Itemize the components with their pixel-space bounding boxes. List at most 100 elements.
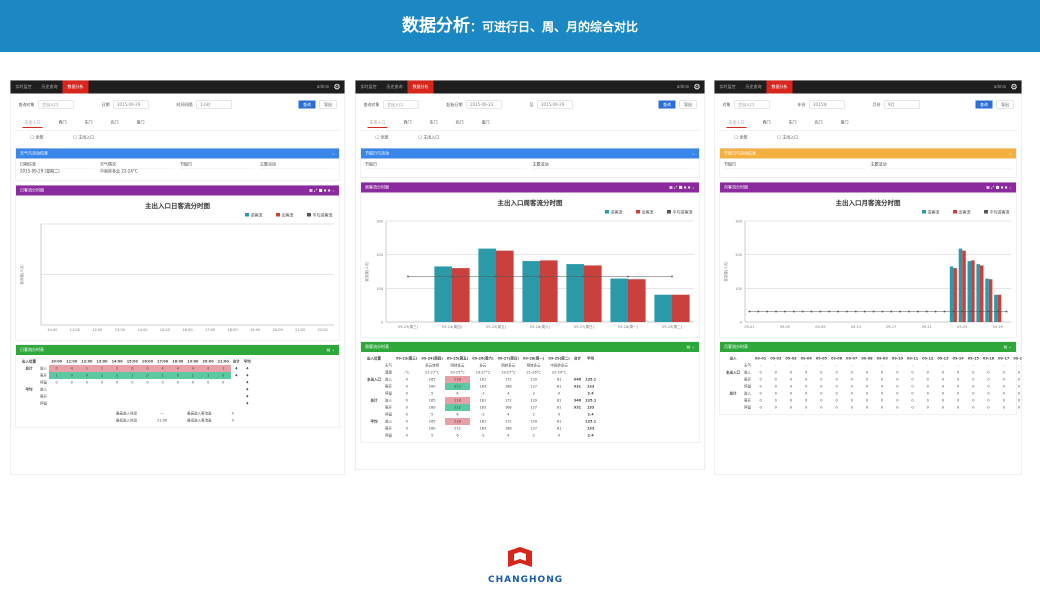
- table-cell: 停留: [40, 401, 47, 406]
- table-cell: -: [805, 363, 807, 368]
- table-tools-icon[interactable]: ▤ ⌄: [326, 347, 335, 353]
- table-cell: 2: [109, 372, 125, 379]
- info-fields: 节假日 主题活动: [361, 159, 699, 178]
- table-cell: [125, 400, 140, 407]
- table-cell: 0: [146, 380, 149, 385]
- export-button[interactable]: 导出: [679, 100, 697, 109]
- location-tab[interactable]: 南门: [481, 120, 490, 125]
- table-cell: 2.4: [587, 412, 594, 417]
- query-button[interactable]: 查询: [298, 100, 316, 109]
- location-tab[interactable]: 主出入口: [22, 118, 43, 128]
- user-name[interactable]: admin: [676, 84, 690, 90]
- checkbox-box[interactable]: ☐: [734, 135, 740, 140]
- collapse-icon[interactable]: ⌄: [1008, 151, 1012, 156]
- location-tab[interactable]: 西门: [403, 120, 412, 125]
- location-tab[interactable]: 西门: [762, 120, 771, 125]
- chart-toolbar-icons[interactable]: ▦ ⤢ ■ ▪ ▪ ⌄: [309, 188, 335, 193]
- x-tick-label: 22:00: [318, 328, 328, 332]
- filter-input[interactable]: 1小时: [196, 100, 232, 109]
- checkbox-1[interactable]: ☐ 主出入口: [73, 135, 94, 141]
- bar-in: [958, 248, 963, 322]
- table-cell: 0: [881, 370, 884, 375]
- chart-toolbar-icons[interactable]: ▦ ⤢ ■ ▪ ▪ ⌄: [669, 185, 695, 190]
- nav-tab[interactable]: 历史查询: [745, 84, 762, 90]
- table-cell: 0: [957, 398, 960, 403]
- table-cell: 离开: [40, 373, 47, 378]
- nav-tab[interactable]: 数据分析: [407, 80, 434, 94]
- location-tab[interactable]: 南门: [840, 120, 849, 125]
- filter-input[interactable]: 2015-09-29: [113, 100, 149, 109]
- location-tab[interactable]: 北门: [110, 120, 119, 125]
- filter-input[interactable]: 9月: [884, 100, 920, 109]
- bar-out: [953, 268, 957, 322]
- filter-input[interactable]: 2015年: [809, 100, 845, 109]
- column-header: 平均: [587, 356, 595, 361]
- table-section-title: 日客流分时表: [20, 347, 44, 353]
- table-cell: 天气: [744, 363, 751, 368]
- collapse-icon[interactable]: ⌄: [331, 151, 335, 156]
- location-tab[interactable]: 西门: [58, 120, 67, 125]
- filter-input[interactable]: 2015-09-29: [537, 100, 573, 109]
- nav-tab[interactable]: 历史查询: [386, 84, 403, 90]
- table-tools-icon[interactable]: ▤ ⌄: [1003, 344, 1012, 350]
- checkbox-1[interactable]: ☐ 主出入口: [418, 135, 439, 141]
- table-cell: 218: [444, 418, 471, 425]
- location-tab[interactable]: 主出入口: [367, 118, 388, 128]
- nav-tab[interactable]: 数据分析: [62, 80, 89, 94]
- table-cell: 21-27°C: [424, 370, 440, 375]
- location-tab[interactable]: 主出入口: [726, 118, 747, 128]
- table-cell: 天气: [385, 363, 392, 368]
- filter-input[interactable]: 主出入口: [38, 100, 74, 109]
- checkbox-box[interactable]: ☐: [418, 135, 424, 140]
- table-cell: 多云: [479, 363, 487, 368]
- chart-toolbar-icons[interactable]: ▦ ⤢ ■ ▪ ▪ ⌄: [986, 185, 1012, 190]
- legend-swatch: [984, 210, 988, 214]
- filter-input[interactable]: 2015-09-23: [466, 100, 502, 109]
- gear-icon[interactable]: ⚙: [1010, 82, 1018, 92]
- location-tab[interactable]: 东门: [84, 120, 93, 125]
- x-tick-label: 09-23(周三): [398, 324, 419, 329]
- bar-out: [997, 294, 1002, 322]
- location-tab[interactable]: 东门: [429, 120, 438, 125]
- table-cell: 0: [774, 370, 777, 375]
- checkbox-1[interactable]: ☐ 主出入口: [777, 135, 798, 141]
- legend-label: 进客流: [251, 212, 263, 218]
- checkbox-0[interactable]: ☐ 全部: [735, 135, 748, 141]
- checkbox-box[interactable]: ☐: [375, 135, 381, 140]
- checkbox-box[interactable]: ☐: [30, 135, 36, 140]
- nav-tab[interactable]: 实时监控: [360, 84, 377, 90]
- export-button[interactable]: 导出: [996, 100, 1014, 109]
- checkbox-box[interactable]: ☐: [777, 135, 783, 140]
- filter-input[interactable]: 主出入口: [734, 100, 770, 109]
- query-button[interactable]: 查询: [658, 100, 676, 109]
- user-name[interactable]: admin: [316, 84, 330, 90]
- column-header: [742, 355, 753, 362]
- table-cell: 0: [774, 377, 777, 382]
- table-tools-icon[interactable]: ▤ ⌄: [686, 344, 695, 350]
- location-tab[interactable]: 北门: [814, 120, 823, 125]
- gear-icon[interactable]: ⚙: [333, 82, 341, 92]
- location-tab[interactable]: 南门: [136, 120, 145, 125]
- export-button[interactable]: 导出: [319, 100, 337, 109]
- nav-tab[interactable]: 实时监控: [719, 84, 736, 90]
- table-row: 天气-----------------------多云阴多云: [724, 362, 1022, 369]
- table-cell: 0: [911, 384, 914, 389]
- checkbox-box[interactable]: ☐: [73, 135, 79, 140]
- gear-icon[interactable]: ⚙: [693, 82, 701, 92]
- table-cell: 129: [530, 377, 538, 382]
- query-button[interactable]: 查询: [975, 100, 993, 109]
- user-name[interactable]: admin: [993, 84, 1007, 90]
- checkbox-0[interactable]: ☐ 全部: [376, 135, 389, 141]
- nav-tab[interactable]: 实时监控: [15, 84, 32, 90]
- location-tab[interactable]: 东门: [788, 120, 797, 125]
- nav-tab[interactable]: 历史查询: [41, 84, 58, 90]
- table-section-title: 月客流分时表: [724, 344, 748, 350]
- checkbox-label: 主出入口: [782, 135, 799, 140]
- checkbox-0[interactable]: ☐ 全部: [31, 135, 44, 141]
- collapse-icon[interactable]: ⌄: [691, 151, 695, 156]
- location-tab[interactable]: 北门: [455, 120, 464, 125]
- table-cell: [79, 386, 94, 393]
- filter-input[interactable]: 主出入口: [383, 100, 419, 109]
- table-cell: 81: [556, 384, 562, 389]
- nav-tab[interactable]: 数据分析: [766, 80, 793, 94]
